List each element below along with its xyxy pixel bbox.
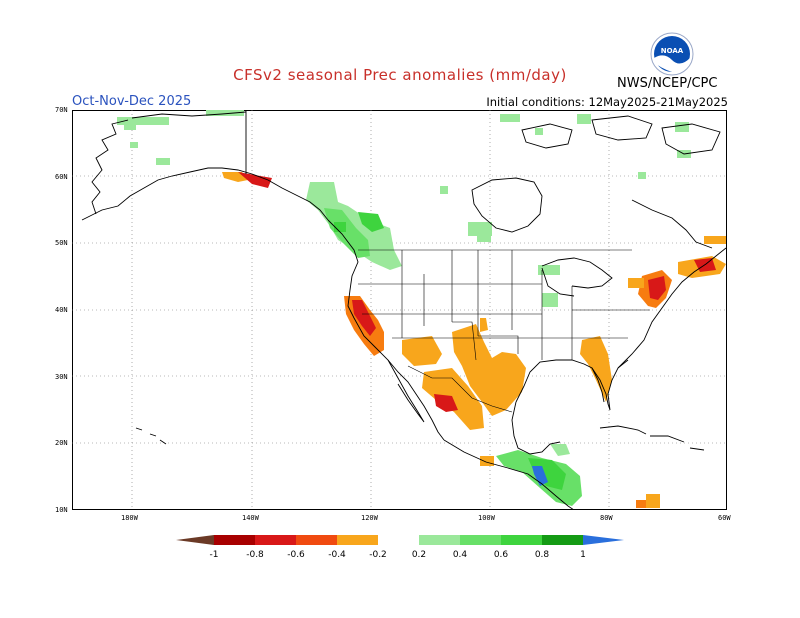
lon-label-60w: 60W xyxy=(718,514,731,522)
map-title: CFSv2 seasonal Prec anomalies (mm/day) xyxy=(233,66,567,84)
colorbar-bin-green1 xyxy=(460,535,501,545)
lon-label-80w: 80W xyxy=(600,514,613,522)
lon-label-180w: 180W xyxy=(121,514,138,522)
colorbar-label-8: 0.6 xyxy=(494,550,509,560)
anomaly-shading xyxy=(117,110,726,508)
state-borders xyxy=(358,249,650,413)
colorbar-label-9: 0.8 xyxy=(535,550,550,560)
colorbar-bin-orange xyxy=(337,535,378,545)
colorbar-min-arrow xyxy=(176,535,214,545)
colorbar-label-7: 0.4 xyxy=(453,550,468,560)
initial-conditions: Initial conditions: 12May2025-21May2025 xyxy=(486,95,728,109)
coastlines xyxy=(81,110,727,510)
colorbar-labels: -1 -0.8 -0.6 -0.4 -0.2 0.2 0.4 0.6 0.8 1 xyxy=(210,550,586,560)
forecast-period: Oct-Nov-Dec 2025 xyxy=(72,94,192,109)
lon-label-140w: 140W xyxy=(242,514,259,522)
lat-label-40n: 40N xyxy=(55,306,68,314)
colorbar-bin-lightgreen xyxy=(419,535,460,545)
lat-label-30n: 30N xyxy=(55,373,68,381)
colorbar-bin-green2 xyxy=(501,535,542,545)
lat-label-10n: 10N xyxy=(55,506,68,514)
colorbar: -1 -0.8 -0.6 -0.4 -0.2 0.2 0.4 0.6 0.8 1 xyxy=(176,535,624,560)
colorbar-label-1: -1 xyxy=(210,550,219,560)
noaa-logo-icon: NOAA xyxy=(650,32,694,76)
noaa-logo-text: NOAA xyxy=(661,47,684,55)
lat-label-70n: 70N xyxy=(55,106,68,114)
lat-label-60n: 60N xyxy=(55,173,68,181)
colorbar-bin-darkred xyxy=(214,535,255,545)
colorbar-label-6: 0.2 xyxy=(412,550,426,560)
colorbar-label-5: -0.2 xyxy=(369,550,387,560)
lon-label-120w: 120W xyxy=(361,514,378,522)
anomaly-map xyxy=(72,110,727,510)
colorbar-bin-green3 xyxy=(542,535,583,545)
colorbar-bin-white xyxy=(378,535,419,545)
colorbar-label-2: -0.8 xyxy=(246,550,264,560)
agency-label: NWS/NCEP/CPC xyxy=(617,76,718,91)
colorbar-bin-redorange xyxy=(296,535,337,545)
colorbar-label-3: -0.6 xyxy=(287,550,305,560)
lat-label-20n: 20N xyxy=(55,439,68,447)
colorbar-label-10: 1 xyxy=(580,550,586,560)
colorbar-label-4: -0.4 xyxy=(328,550,346,560)
colorbar-bin-red xyxy=(255,535,296,545)
lon-label-100w: 100W xyxy=(478,514,495,522)
colorbar-max-arrow xyxy=(583,535,624,545)
lat-label-50n: 50N xyxy=(55,239,68,247)
